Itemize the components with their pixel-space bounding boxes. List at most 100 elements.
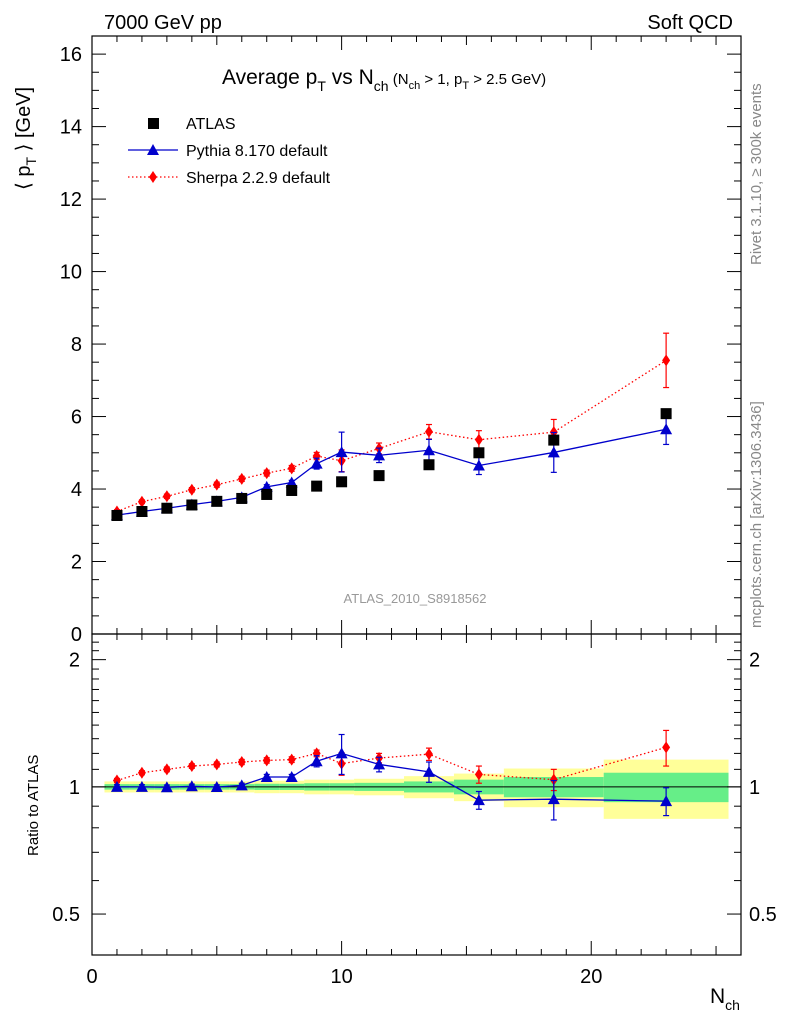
ratio-sherpa-point-5 <box>237 756 246 769</box>
ratio-pythia-point-5 <box>235 779 248 791</box>
main-sherpa-point-1 <box>137 495 146 508</box>
main-y-tick-label-0: 0 <box>71 624 82 646</box>
main-pythia-point-13 <box>547 446 560 458</box>
main-atlas-point-4 <box>211 495 223 507</box>
ratio-pythia-series <box>110 733 673 821</box>
ratio-sherpa-point-12 <box>474 768 483 781</box>
main-y-tick-label-1: 2 <box>71 552 82 574</box>
main-atlas-point-6 <box>261 488 273 500</box>
main-y-tick-label-6: 12 <box>60 189 82 211</box>
ratio-sherpa-point-4 <box>212 758 221 771</box>
ratio-sherpa-point-1 <box>137 766 146 779</box>
header-left-label: 7000 GeV pp <box>104 12 222 34</box>
main-atlas-point-10 <box>373 470 385 482</box>
main-pythia-point-7 <box>285 476 298 488</box>
ratio-sherpa-point-13 <box>549 773 558 786</box>
analysis-watermark: ATLAS_2010_S8918562 <box>344 591 487 606</box>
main-y-tick-label-3: 6 <box>71 407 82 429</box>
ratio-pythia-point-1 <box>135 780 148 792</box>
main-atlas-point-5 <box>236 492 248 504</box>
ratio-y-axis-label: Ratio to ATLAS <box>25 755 42 856</box>
main-sherpa-point-6 <box>262 467 271 480</box>
ratio-sherpa-point-6 <box>262 754 271 767</box>
header-right-label: Soft QCD <box>647 12 733 34</box>
main-sherpa-point-11 <box>424 425 433 438</box>
main-sherpa-point-7 <box>287 462 296 475</box>
x-tick-label-2: 20 <box>580 966 602 988</box>
legend-sherpa-label: Sherpa 2.2.9 default <box>186 170 331 187</box>
ratio-y-tick-label-left-0: 0.5 <box>52 904 80 926</box>
main-pythia-point-12 <box>472 459 485 471</box>
main-sherpa-point-8 <box>312 450 321 463</box>
main-atlas-point-9 <box>336 476 348 488</box>
ratio-sherpa-point-14 <box>662 741 671 754</box>
ratio-sherpa-point-3 <box>187 760 196 773</box>
legend-atlas-label: ATLAS <box>186 116 236 133</box>
ratio-sherpa-point-8 <box>312 747 321 760</box>
uncertainty-bands <box>104 759 729 819</box>
main-y-tick-label-7: 14 <box>60 117 82 139</box>
ratio-pythia-point-10 <box>373 758 386 770</box>
x-axis-label: Nch <box>710 985 740 1013</box>
ratio-pythia-point-7 <box>285 771 298 783</box>
main-atlas-point-13 <box>548 434 560 446</box>
main-y-tick-label-2: 4 <box>71 479 82 501</box>
main-sherpa-point-5 <box>237 472 246 485</box>
main-pythia-point-8 <box>310 457 323 469</box>
ratio-pythia-point-4 <box>210 781 223 793</box>
main-pythia-point-10 <box>373 449 386 461</box>
main-sherpa-series <box>112 332 671 518</box>
main-y-axis-label: ⟨ pT ⟩ [GeV] <box>13 87 39 190</box>
legend-pythia-label: Pythia 8.170 default <box>186 143 328 160</box>
x-tick-label-1: 10 <box>330 966 352 988</box>
main-pythia-point-9 <box>335 446 348 458</box>
ratio-pythia-point-11 <box>422 765 435 777</box>
rivet-label: Rivet 3.1.10, ≥ 300k events <box>748 83 765 265</box>
main-sherpa-point-3 <box>187 483 196 496</box>
legend: ATLAS Pythia 8.170 default Sherpa 2.2.9 … <box>128 116 331 187</box>
main-atlas-point-7 <box>286 484 298 496</box>
main-atlas-point-12 <box>473 447 485 459</box>
main-plot-title: Average pT vs Nch (Nch > 1, pT > 2.5 GeV… <box>222 66 546 94</box>
ratio-sherpa-point-2 <box>162 763 171 776</box>
ratio-panel: 0 10 20 0.5 0.5 1 1 2 2 <box>52 633 777 988</box>
legend-pythia-marker <box>147 144 159 155</box>
main-atlas-series <box>111 408 672 521</box>
main-atlas-point-11 <box>423 459 435 471</box>
ratio-pythia-point-12 <box>472 794 485 806</box>
ratio-y-tick-label-left-2: 2 <box>69 650 80 672</box>
ratio-sherpa-point-11 <box>424 748 433 761</box>
ratio-pythia-point-6 <box>260 771 273 783</box>
main-sherpa-point-12 <box>474 433 483 446</box>
ratio-y-tick-label-left-1: 1 <box>69 777 80 799</box>
main-y-tick-label-5: 10 <box>60 262 82 284</box>
main-sherpa-point-2 <box>162 490 171 503</box>
ratio-y-tick-label-right-0: 0.5 <box>749 904 777 926</box>
main-atlas-point-2 <box>161 502 173 514</box>
x-tick-label-0: 0 <box>86 966 97 988</box>
ratio-pythia-point-8 <box>310 755 323 767</box>
main-atlas-point-8 <box>311 480 323 492</box>
ratio-pythia-point-3 <box>185 780 198 792</box>
ratio-pythia-point-0 <box>110 780 123 792</box>
legend-atlas-marker <box>148 118 159 129</box>
ratio-sherpa-point-7 <box>287 753 296 766</box>
ratio-y-tick-label-right-2: 2 <box>749 650 760 672</box>
main-pythia-point-11 <box>422 444 435 456</box>
main-atlas-point-3 <box>186 499 198 511</box>
main-atlas-point-14 <box>660 408 672 420</box>
ratio-pythia-point-9 <box>335 747 348 759</box>
ratio-pythia-point-2 <box>160 781 173 793</box>
main-y-tick-label-8: 16 <box>60 44 82 66</box>
main-sherpa-point-4 <box>212 478 221 491</box>
main-panel: 0 2 4 6 8 10 12 14 16 <box>60 35 742 646</box>
main-atlas-point-0 <box>111 509 123 521</box>
main-pythia-point-14 <box>660 423 673 435</box>
ratio-y-tick-label-right-1: 1 <box>749 777 760 799</box>
main-pythia-line <box>116 428 667 516</box>
ratio-pythia-point-14 <box>660 795 673 807</box>
main-atlas-point-1 <box>136 506 148 518</box>
ratio-pythia-point-13 <box>547 793 560 805</box>
main-sherpa-line <box>116 359 667 513</box>
